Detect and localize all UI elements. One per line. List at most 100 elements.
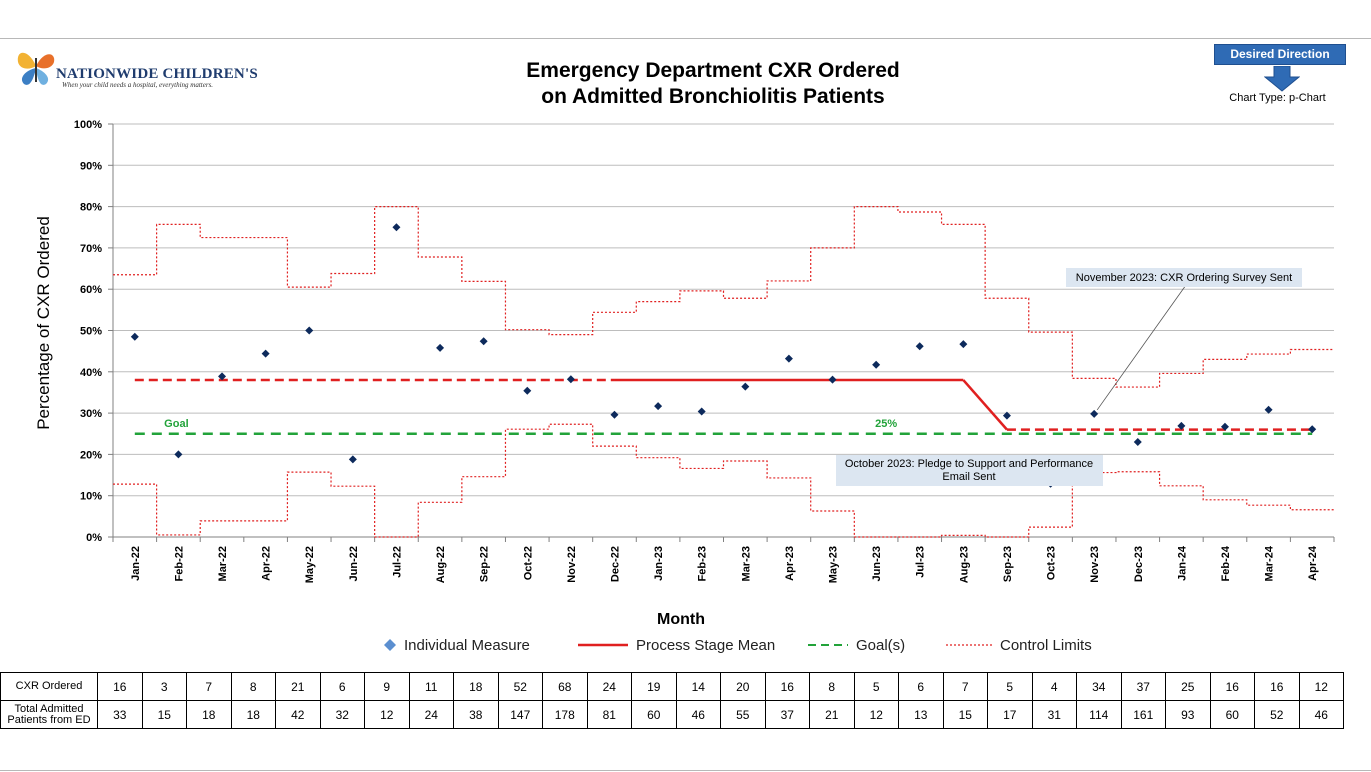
x-tick-label: Nov-22 — [566, 546, 578, 583]
table-cell-total-admitted: 21 — [809, 700, 855, 729]
chart-type-label: Chart Type: p-Chart — [1229, 92, 1326, 104]
table-cell-cxr-ordered: 19 — [631, 672, 677, 701]
process-stage-mean — [134, 378, 1313, 431]
data-point — [959, 340, 968, 349]
table-cell-total-admitted: 13 — [898, 700, 944, 729]
x-tick-label: Mar-23 — [740, 546, 752, 581]
solid-line-icon — [578, 643, 628, 647]
y-tick-label: 60% — [80, 284, 102, 296]
table-row-total-admitted: Total Admitted Patients from ED 33 15 18 18… — [0, 700, 1344, 729]
table-cell-cxr-ordered: 37 — [1120, 672, 1166, 701]
x-tick-label: Dec-22 — [609, 546, 621, 582]
table-cell-cxr-ordered: 8 — [230, 672, 276, 701]
annotation-text-oct23-line1: October 2023: Pledge to Support and Perf… — [845, 458, 1093, 470]
table-cell-cxr-ordered: 3 — [141, 672, 187, 701]
table-cell-cxr-ordered: 4 — [1031, 672, 1077, 701]
table-cell-total-admitted: 31 — [1031, 700, 1077, 729]
data-point — [828, 375, 837, 384]
desired-direction-badge: Desired Direction — [1214, 44, 1346, 65]
table-cell-total-admitted: 15 — [942, 700, 988, 729]
y-axis: 0% 10% 20% 30% 40% 50% 60% 70% 80% 90% 100% — [74, 119, 114, 544]
x-tick-label: Jan-24 — [1176, 545, 1188, 581]
data-point — [610, 410, 619, 419]
y-tick-label: 40% — [80, 367, 102, 379]
row-label-cxr-ordered: CXR Ordered — [0, 672, 98, 701]
table-cell-cxr-ordered: 34 — [1076, 672, 1122, 701]
p-chart: 0% 10% 20% 30% 40% 50% 60% 70% 80% 90% 100% Jan-22… — [34, 119, 1335, 628]
butterfly-icon — [17, 52, 55, 85]
table-cell-total-admitted: 147 — [497, 700, 543, 729]
data-point — [1264, 405, 1273, 414]
table-cell-cxr-ordered: 7 — [186, 672, 232, 701]
table-cell-total-admitted: 37 — [764, 700, 810, 729]
y-tick-label: 30% — [80, 408, 102, 420]
table-cell-cxr-ordered: 18 — [453, 672, 499, 701]
x-tick-label: Jun-23 — [871, 546, 883, 581]
x-tick-label: Sep-22 — [479, 546, 491, 582]
table-cell-cxr-ordered: 68 — [542, 672, 588, 701]
chart-title-line1: Emergency Department CXR Ordered — [526, 59, 900, 82]
data-point — [218, 372, 227, 381]
goal-line: Goal 25% — [134, 418, 1313, 435]
table-cell-cxr-ordered: 5 — [987, 672, 1033, 701]
table-cell-total-admitted: 42 — [275, 700, 321, 729]
x-tick-label: Mar-24 — [1264, 545, 1276, 581]
down-arrow-icon — [1264, 66, 1300, 92]
x-tick-label: Aug-23 — [958, 546, 970, 583]
y-tick-label: 20% — [80, 449, 102, 461]
table-cell-total-admitted: 81 — [586, 700, 632, 729]
data-point — [566, 375, 575, 384]
table-cell-cxr-ordered: 16 — [1209, 672, 1255, 701]
chart-title: Emergency Department CXR Ordered on Admi… — [413, 58, 1013, 110]
x-tick-label: Apr-22 — [261, 546, 273, 581]
data-table: CXR Ordered 16 3 7 8 21 6 9 11 18 52 68 24 19 14 20 16 8… — [0, 672, 1344, 729]
table-cell-cxr-ordered: 21 — [275, 672, 321, 701]
data-point — [741, 382, 750, 391]
table-cell-cxr-ordered: 14 — [675, 672, 721, 701]
table-cell-cxr-ordered: 6 — [898, 672, 944, 701]
data-point — [784, 354, 793, 363]
x-tick-label: Nov-23 — [1089, 546, 1101, 583]
bottom-border — [0, 770, 1371, 771]
ucl-path — [113, 206, 1334, 388]
table-cell-total-admitted: 114 — [1076, 700, 1122, 729]
table-cell-total-admitted: 60 — [1209, 700, 1255, 729]
data-point — [1220, 422, 1229, 431]
annotation-pointer — [1096, 284, 1187, 411]
y-tick-label: 70% — [80, 243, 102, 255]
table-cell-total-admitted: 38 — [453, 700, 499, 729]
annotation-box-oct23 — [836, 455, 1103, 486]
goal-label: Goal — [164, 418, 188, 430]
table-cell-total-admitted: 52 — [1254, 700, 1300, 729]
data-point — [1308, 425, 1317, 434]
individual-measures — [130, 223, 1317, 488]
x-tick-label: Dec-23 — [1133, 546, 1145, 582]
data-point — [130, 332, 139, 341]
table-cell-cxr-ordered: 9 — [364, 672, 410, 701]
data-point — [174, 450, 183, 459]
table-cell-cxr-ordered: 16 — [97, 672, 143, 701]
y-tick-label: 10% — [80, 491, 102, 503]
data-point — [479, 337, 488, 346]
table-cell-cxr-ordered: 24 — [586, 672, 632, 701]
row-label-total-admitted: Total Admitted Patients from ED — [0, 700, 98, 729]
x-axis-label: Month — [657, 611, 705, 628]
x-tick-label: Jan-22 — [130, 546, 142, 581]
y-axis-label: Percentage of CXR Ordered — [34, 216, 53, 430]
grid-lines — [113, 123, 1334, 538]
annotation-box-nov23 — [1066, 268, 1302, 287]
table-cell-total-admitted: 12 — [853, 700, 899, 729]
table-cell-total-admitted: 24 — [408, 700, 454, 729]
x-tick-label: Feb-23 — [697, 546, 709, 581]
table-cell-cxr-ordered: 16 — [1254, 672, 1300, 701]
data-point — [1177, 421, 1186, 430]
annotation-text-nov23: November 2023: CXR Ordering Survey Sent — [1076, 272, 1292, 284]
x-tick-label: May-22 — [304, 546, 316, 583]
legend-control-label: Control Limits — [1000, 636, 1092, 654]
table-cell-total-admitted: 46 — [1298, 700, 1344, 729]
y-tick-label: 0% — [86, 532, 102, 544]
x-tick-label: Jul-23 — [915, 546, 927, 578]
data-point — [305, 326, 314, 335]
legend-individual: Individual Measure — [384, 633, 530, 657]
table-cell-cxr-ordered: 6 — [319, 672, 365, 701]
